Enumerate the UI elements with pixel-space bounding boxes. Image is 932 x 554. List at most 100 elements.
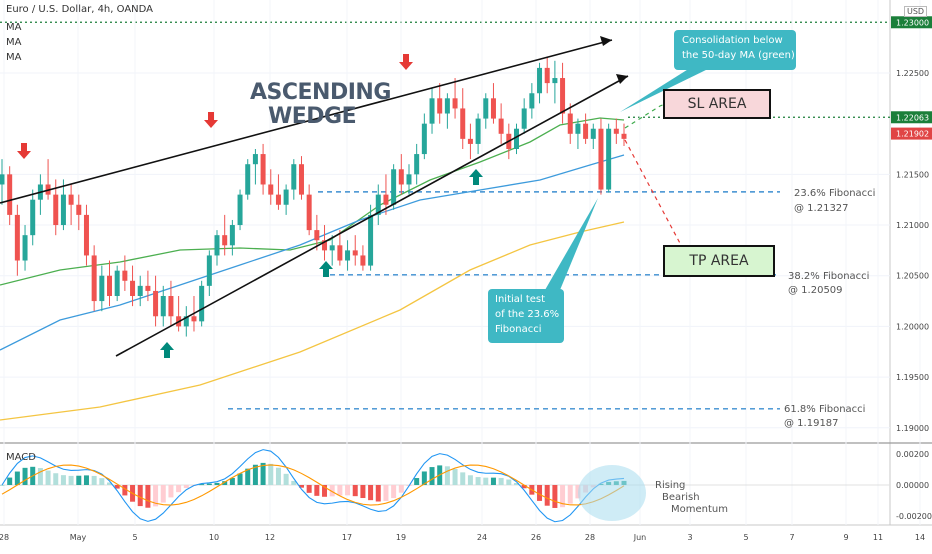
- initial-test-line2: of the 23.6%: [495, 309, 560, 320]
- ascending-wedge-lines: [0, 36, 629, 357]
- macd-histogram-bar: [444, 466, 450, 485]
- candle-body: [260, 154, 266, 185]
- moving-average-line: [0, 221, 625, 421]
- candle-body: [452, 98, 458, 109]
- macd-histogram-bar: [306, 485, 312, 493]
- candle-body: [306, 194, 312, 231]
- macd-histogram-bar: [498, 477, 504, 485]
- macd-histogram-bar: [168, 485, 174, 498]
- candle-body: [122, 270, 128, 281]
- macd-histogram-bar: [91, 475, 97, 485]
- macd-histogram-bar: [567, 485, 573, 504]
- candle-body: [560, 78, 566, 114]
- candle-body: [60, 194, 66, 226]
- candle-body: [298, 164, 304, 195]
- candle-body: [252, 154, 258, 165]
- macd-histogram-bar: [560, 485, 566, 508]
- macd-histogram-bar: [252, 464, 258, 485]
- candle-body: [291, 164, 297, 190]
- candle-body: [513, 128, 519, 149]
- x-tick-label: 28: [585, 533, 595, 542]
- bearish-projection: [624, 139, 691, 263]
- x-tick-label: 9: [843, 533, 848, 542]
- y-tick-label: 1.21000: [896, 221, 929, 230]
- candle-body: [414, 154, 420, 175]
- tp-area-label: TP AREA: [689, 253, 749, 269]
- up-arrow-marker: [469, 169, 483, 177]
- candle-body: [437, 98, 443, 114]
- macd-histogram-bar: [0, 485, 5, 486]
- macd-histogram-bar: [214, 482, 220, 485]
- macd-histogram-bar: [513, 482, 519, 485]
- candle-body: [183, 316, 189, 327]
- candle-body: [444, 98, 450, 114]
- candle-body: [99, 275, 105, 302]
- candle-body: [283, 189, 289, 205]
- candle-body: [544, 67, 550, 84]
- macd-histogram-bar: [375, 485, 381, 502]
- x-tick-label: 5: [132, 533, 137, 542]
- candle-body: [160, 296, 166, 317]
- candle-body: [483, 98, 489, 119]
- down-arrow-marker: [208, 112, 214, 120]
- consolidation-line1: Consolidation below: [682, 35, 783, 46]
- macd-histogram-bar: [383, 485, 389, 502]
- down-arrow-marker: [204, 120, 218, 128]
- candle-body: [398, 169, 404, 185]
- candle-body: [345, 250, 351, 261]
- candle-body: [68, 194, 74, 205]
- candle-body: [275, 194, 281, 205]
- candle-body: [245, 164, 251, 195]
- candle-body: [613, 128, 619, 134]
- fib-236-value: @ 1.21327: [794, 203, 849, 214]
- tp-area-box: TP AREA: [663, 245, 775, 277]
- candle-body: [268, 184, 274, 195]
- macd-histogram-bar: [521, 485, 527, 489]
- macd-histogram-bar: [153, 485, 159, 507]
- x-tick-label: 14: [915, 533, 925, 542]
- candle-body: [490, 98, 496, 119]
- y-tick-label: 1.22500: [896, 69, 929, 78]
- fib-236-label: 23.6% Fibonacci: [794, 188, 876, 199]
- price-tag-label: 1.23000: [896, 18, 929, 27]
- macd-histogram-bar: [183, 485, 189, 488]
- macd-histogram-bar: [329, 485, 335, 497]
- candle-body: [590, 128, 596, 139]
- candle-body: [460, 108, 466, 139]
- x-tick-label: 5: [743, 533, 748, 542]
- macd-histogram-bar: [544, 485, 550, 506]
- macd-histogram-bar: [368, 485, 374, 501]
- candle-body: [521, 108, 527, 129]
- macd-histogram-bar: [337, 485, 343, 496]
- macd-histogram-bar: [483, 477, 489, 485]
- macd-histogram-bar: [506, 479, 512, 485]
- macd-histogram-bar: [206, 483, 212, 485]
- up-arrow-marker: [319, 261, 333, 269]
- candle-body: [621, 133, 627, 139]
- candle-body: [76, 204, 82, 215]
- candle-body: [598, 128, 604, 190]
- candle-body: [114, 270, 120, 296]
- macd-histogram-bar: [107, 482, 113, 485]
- sl-area-box: SL AREA: [663, 89, 771, 119]
- macd-histogram-bar: [68, 475, 74, 485]
- candle-body: [153, 290, 159, 317]
- macd-histogram-bar: [99, 478, 105, 485]
- macd-histogram-bar: [291, 480, 297, 485]
- macd-histogram-bar: [199, 484, 205, 486]
- candle-body: [368, 214, 374, 266]
- consolidation-line2: the 50-day MA (green): [682, 50, 795, 61]
- candle-body: [583, 123, 589, 139]
- candle-body: [107, 275, 113, 296]
- macd-histogram-bar: [7, 477, 13, 485]
- macd-histogram-bar: [22, 467, 28, 485]
- candle-body: [14, 214, 20, 261]
- down-arrow-marker: [399, 62, 413, 70]
- down-arrow-marker: [21, 143, 27, 151]
- down-arrow-marker: [17, 151, 31, 159]
- price-tag: [891, 16, 932, 29]
- candle-body: [421, 123, 427, 155]
- ma-legend-3: MA: [6, 52, 22, 63]
